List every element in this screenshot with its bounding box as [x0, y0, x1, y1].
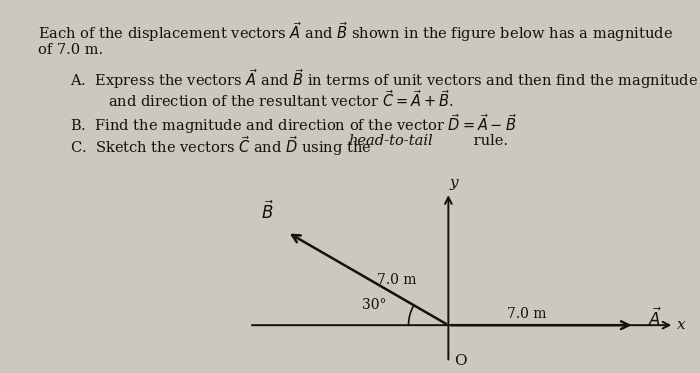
Text: of 7.0 m.: of 7.0 m. [38, 43, 104, 57]
Text: head-to-tail: head-to-tail [349, 134, 433, 148]
Text: 30°: 30° [362, 298, 386, 312]
Text: $\vec{B}$: $\vec{B}$ [261, 200, 274, 223]
Text: Each of the displacement vectors $\vec{A}$ and $\vec{B}$ shown in the figure bel: Each of the displacement vectors $\vec{A… [38, 21, 673, 44]
Text: A.  Express the vectors $\vec{A}$ and $\vec{B}$ in terms of unit vectors and the: A. Express the vectors $\vec{A}$ and $\v… [70, 67, 698, 91]
Text: rule.: rule. [469, 134, 508, 148]
Text: 7.0 m: 7.0 m [507, 307, 546, 321]
Text: C.  Sketch the vectors $\vec{C}$ and $\vec{D}$ using the: C. Sketch the vectors $\vec{C}$ and $\ve… [70, 134, 372, 158]
Text: x: x [677, 318, 685, 332]
Text: 7.0 m: 7.0 m [377, 273, 416, 287]
Text: and direction of the resultant vector $\vec{C} = \vec{A}+\vec{B}$.: and direction of the resultant vector $\… [108, 90, 454, 110]
Text: B.  Find the magnitude and direction of the vector $\vec{D} = \vec{A}-\vec{B}$: B. Find the magnitude and direction of t… [70, 112, 517, 136]
Text: O: O [454, 354, 466, 369]
Text: y: y [449, 176, 458, 189]
Text: $\vec{A}$: $\vec{A}$ [648, 307, 661, 330]
